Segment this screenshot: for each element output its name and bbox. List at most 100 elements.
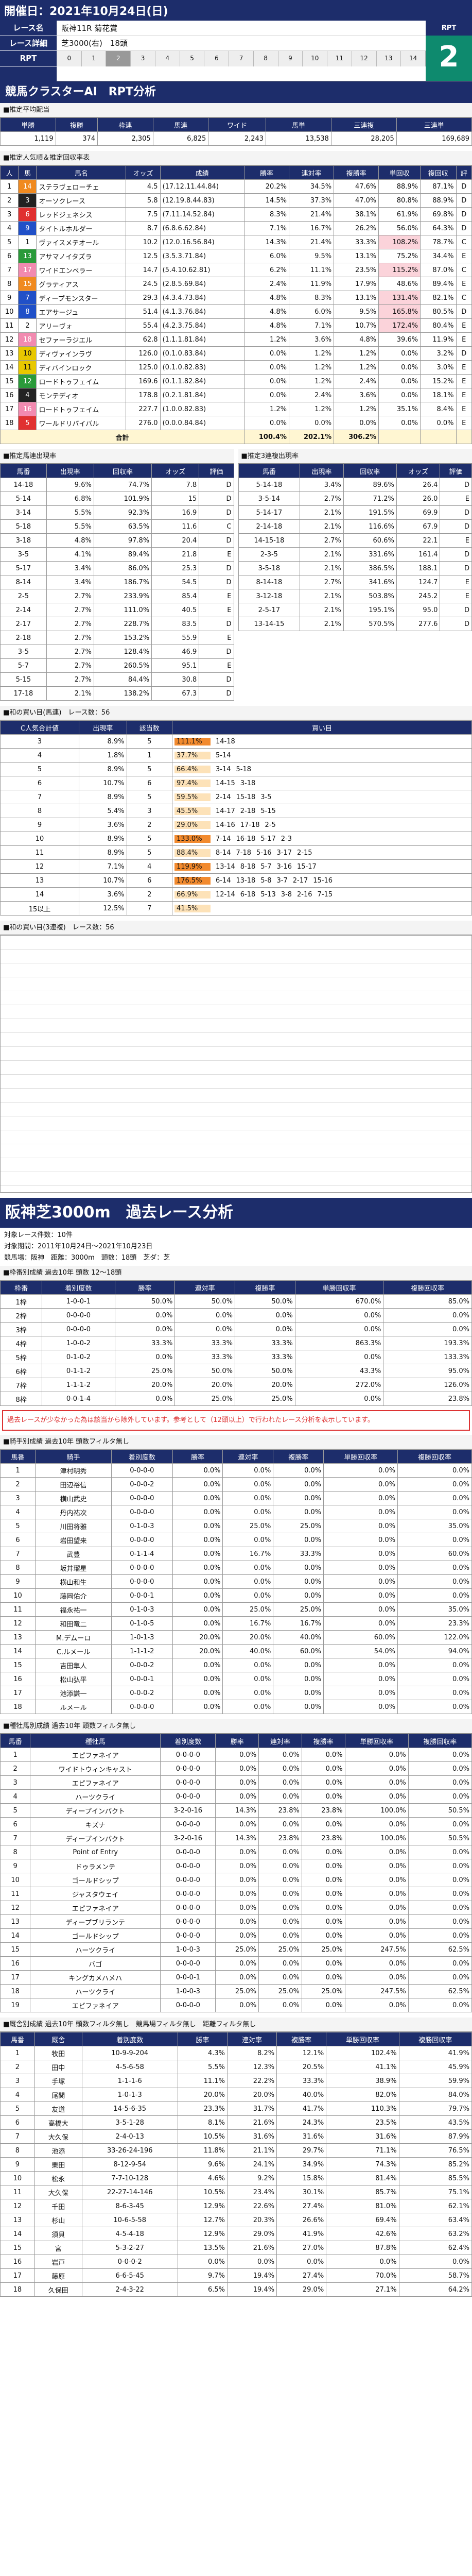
jockey-cell: 14 [0,1644,36,1658]
horse-cell: 2.4% [334,374,379,388]
trainer-cell: 15.8% [276,2171,327,2185]
pattern-combo: 5-8 [260,876,272,885]
horse-cell: 11 [0,318,19,333]
trainer-cell: 27.4% [276,2268,327,2283]
pattern-combo: 13-14 [215,862,235,871]
jockey-cell: 0.0% [323,1491,398,1505]
exacta-cell: 54.5 [151,575,200,589]
jockey-cell: 0.0% [172,1491,223,1505]
exacta-cell: 2-14 [0,603,47,617]
trainer-row: 6 高橋大 3-5-1-28 8.1% 21.6% 24.3% 23.5% 43.5% [0,2115,472,2130]
trio-cell: 2-3-5 [238,547,301,562]
sire-cell: 0.0% [301,1789,345,1804]
rpt-scale-step: 8 [253,51,278,66]
jockey-cell: 0.0% [222,1463,274,1478]
trio-cell: 386.5% [343,561,397,575]
horse-cell: D [456,221,472,235]
trainer-cell: 31.6% [276,2129,327,2144]
pattern-combo: 6-18 [240,890,256,899]
horse-cell: 13 [0,346,19,361]
sire-cell: 0-0-0-0 [160,1859,216,1873]
estimate-header: 三連複 [330,117,397,132]
jockey-row: 9 横山和生 0-0-0-0 0.0% 0.0% 0.0% 0.0% 0.0% [0,1574,472,1589]
frame-row: 1枠 1-0-0-1 50.0% 50.0% 50.0% 670.0% 85.0% [0,1294,472,1309]
pattern-combo: 8-18 [240,862,256,871]
trainer-row: 4 尾関 1-0-1-3 20.0% 20.0% 40.0% 82.0% 84.0% [0,2088,472,2102]
jockey-cell: 0.0% [323,1463,398,1478]
trio-cell: 2.7% [300,575,344,589]
jockey-cell: 0.0% [323,1700,398,1714]
trainer-cell: 22.2% [226,2074,277,2088]
exacta-cell: 2.7% [46,631,94,645]
horse-cell: 1.2% [289,402,335,416]
pattern-combo: 3-7 [276,876,288,885]
horse-cell: 8 [0,277,19,291]
frame-cell: 0.0% [294,1392,384,1406]
sire-cell: 0.0% [344,1873,409,1887]
jockey-cell: 2 [0,1477,36,1492]
frame-cell: 8枠 [0,1392,43,1406]
frame-row: 8枠 0-0-1-4 0.0% 25.0% 25.0% 0.0% 23.8% [0,1392,472,1406]
horse-total-blank [378,430,421,444]
sire-row: 2 ワイドトウィンキャスト 0-0-0-0 0.0% 0.0% 0.0% 0.0% 0.0% [0,1761,472,1776]
horse-cell: 3.6% [334,388,379,402]
exacta-cell: D [199,645,234,659]
trainer-cell: 8-6-3-45 [81,2199,178,2213]
exacta-cell: 46.9 [151,645,200,659]
horse-cell: 14.5% [243,193,290,208]
sire-cell: 4 [0,1789,31,1804]
jockey-cell: 田辺裕信 [35,1477,112,1492]
sire-cell: 0.0% [408,1845,472,1859]
sire-cell: 0.0% [258,1873,302,1887]
jockey-row: 15 吉田隼人 0-0-0-2 0.0% 0.0% 0.0% 0.0% 0.0% [0,1658,472,1672]
exacta-row: 5-14 6.8% 101.9% 15 D [0,492,234,506]
estimate-header: 馬連 [152,117,209,132]
jockey-cell: 0.0% [323,1505,398,1519]
horse-cell: (0.1.0.83.84) [160,346,244,361]
trainer-cell: 0-0-0-2 [81,2255,178,2269]
horse-cell: ディバインロック [36,360,127,375]
horse-cell: 7 [0,263,19,277]
pattern-sum: 9 [0,818,79,832]
jockey-cell: 54.0% [323,1644,398,1658]
pattern-rate: 8.9% [78,790,127,804]
horse-cell: (4.2.3.75.84) [160,318,244,333]
trio-cell: 2-5-17 [238,603,301,617]
exacta-cell: 153.2% [93,631,152,645]
sire-cell: 0.0% [344,1761,409,1776]
jockey-cell: 津村明秀 [35,1463,112,1478]
pattern-combo: 5-15 [260,807,276,815]
frame-cell: 6枠 [0,1364,43,1378]
horse-cell: 12.5 [126,249,161,263]
horse-cell: (6.8.6.62.84) [160,221,244,235]
rpt-scale-step: 12 [352,51,377,66]
trainer-cell: 3-5-1-28 [81,2115,178,2130]
exacta-row: 8-14 3.4% 186.7% 54.5 D [0,575,234,589]
jockey-cell: 0-0-0-2 [111,1686,173,1700]
frame-header: 枠番 [0,1280,43,1295]
sire-cell: キズナ [30,1817,161,1832]
horse-row: 18 5 ワールドリバイバル 276.0 (0.0.0.84.84) 0.0% 0.0% 0.… [0,416,472,430]
trainer-cell: 5 [0,2102,35,2116]
estimate-header: 複勝 [55,117,98,132]
horse-cell: 34.4% [420,249,457,263]
estimate-value: 169,689 [396,131,472,146]
trainer-cell: 29.0% [226,2227,277,2241]
horse-header: 成績 [160,165,244,180]
pattern-return: 41.5% [174,904,211,912]
pattern-sum: 7 [0,790,79,804]
trainer-cell: 13 [0,2213,35,2227]
trio-cell: 2.1% [300,603,344,617]
jockey-cell: 0.0% [397,1561,472,1575]
trainer-cell: 76.5% [398,2143,472,2158]
horse-row: 8 15 グラティアス 24.5 (2.8.5.69.84) 2.4% 11.9% 17.9%… [0,277,472,291]
pattern-combo: 15-18 [236,793,256,801]
pattern-count: 5 [126,845,172,860]
trainer-cell: 10-6-5-58 [81,2213,178,2227]
frame-cell: 33.3% [114,1336,176,1350]
horse-cell: D [456,193,472,208]
trainer-header: 単勝回収率 [326,2032,399,2046]
pattern-return: 59.5% [174,793,211,801]
frame-cell: 4枠 [0,1336,43,1350]
trainer-row: 10 松永 7-7-10-128 4.6% 9.2% 15.8% 81.4% 85.5% [0,2171,472,2185]
